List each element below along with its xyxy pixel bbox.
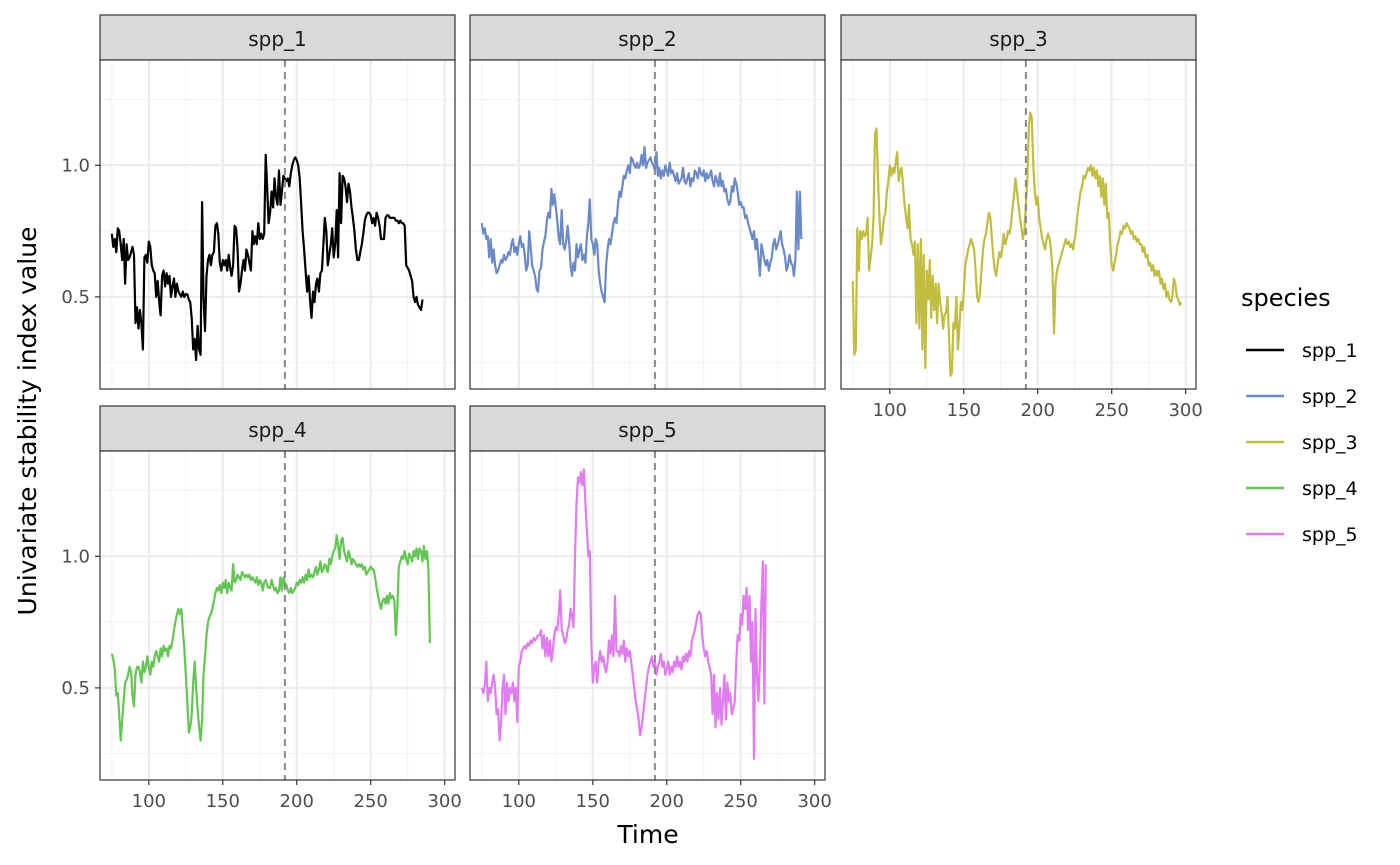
legend-item-spp_5: spp_5 [1246,524,1358,546]
panel-border [99,59,456,390]
legend-label: spp_3 [1302,432,1358,454]
facet-panel-spp_1: spp_1 0.5 1.0 [61,14,456,390]
series-line-spp_1 [110,153,424,362]
x-tick-label: 300 [427,791,461,812]
facet-strip-label: spp_3 [989,27,1048,51]
x-axis-title: Time [616,820,678,849]
x-tick-label: 150 [576,791,610,812]
plot-background [470,451,825,780]
legend-title: species [1241,284,1331,312]
x-tick-label: 300 [797,791,831,812]
panel-border [840,59,1197,390]
x-tick-label: 100 [873,400,907,421]
y-tick-label: 0.5 [61,678,90,699]
facet-strip-label: spp_1 [248,27,307,51]
y-axis-title: Univariate stability index value [13,227,42,616]
x-tick-label: 250 [724,791,758,812]
panel-border [469,59,826,390]
facet-strip-label: spp_2 [618,27,677,51]
legend-item-spp_1: spp_1 [1246,340,1358,362]
series-line-spp_5 [480,468,767,760]
legend-label: spp_2 [1302,386,1358,408]
legend-item-spp_4: spp_4 [1246,478,1358,500]
plot-background [841,60,1196,389]
legend: species spp_1 spp_2 spp_3 spp_4 spp_5 [1241,284,1358,546]
panel-border [469,450,826,781]
facet-panel-spp_5: spp_5 100 150 200 250 300 [469,405,832,812]
legend-label: spp_1 [1302,340,1358,362]
series-line-spp_4 [110,534,431,742]
x-tick-label: 200 [1021,400,1055,421]
legend-item-spp_2: spp_2 [1246,386,1358,408]
series-line-spp_3 [851,111,1183,377]
x-tick-label: 250 [354,791,388,812]
plot-background [470,60,825,389]
y-tick-label: 1.0 [61,546,90,567]
x-tick-label: 250 [1095,400,1129,421]
plot-background [100,60,455,389]
facet-strip-label: spp_4 [248,418,307,442]
panel-border [99,450,456,781]
facet-strip [99,405,456,452]
x-tick-label: 100 [502,791,536,812]
x-tick-label: 150 [947,400,981,421]
facet-panel-spp_4: spp_4 0.5 1.0 100 150 200 250 300 [61,405,462,812]
facet-panel-spp_2: spp_2 [469,14,826,390]
y-tick-label: 1.0 [61,155,90,176]
x-tick-label: 300 [1168,400,1202,421]
facet-strip [840,14,1197,61]
y-tick-label: 0.5 [61,287,90,308]
legend-item-spp_3: spp_3 [1246,432,1358,454]
plot-background [100,451,455,780]
legend-label: spp_5 [1302,524,1358,546]
x-tick-label: 200 [280,791,314,812]
series-line-spp_2 [480,145,803,304]
facet-panel-spp_3: spp_3 100 150 200 250 300 [840,14,1203,421]
facet-strip-label: spp_5 [618,418,677,442]
x-tick-label: 200 [650,791,684,812]
legend-label: spp_4 [1302,478,1358,500]
x-tick-label: 100 [132,791,166,812]
facet-strip [469,14,826,61]
facet-strip [469,405,826,452]
facet-strip [99,14,456,61]
x-tick-label: 150 [206,791,240,812]
